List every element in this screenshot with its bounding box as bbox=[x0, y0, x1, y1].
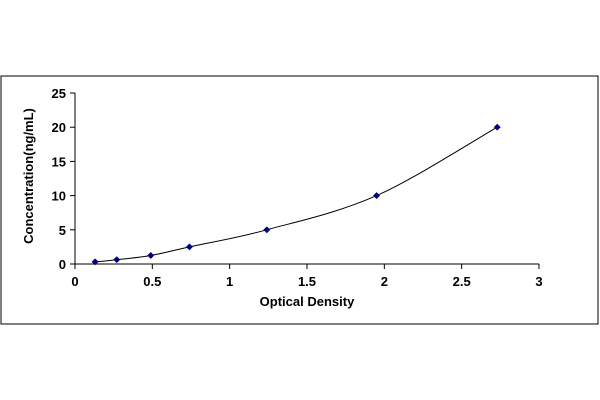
x-tick-label-1: 0.5 bbox=[143, 274, 161, 289]
y-tick-label-4: 20 bbox=[52, 120, 66, 135]
x-tick-label-5: 2.5 bbox=[453, 274, 471, 289]
data-point-0 bbox=[91, 258, 99, 266]
y-tick-label-5: 25 bbox=[52, 86, 66, 101]
y-tick-label-1: 5 bbox=[59, 223, 66, 238]
x-tick-label-0: 0 bbox=[71, 274, 78, 289]
y-axis-ticks: 0 5 10 15 20 25 bbox=[52, 86, 75, 272]
data-point-6 bbox=[493, 123, 501, 131]
x-tick-label-4: 2 bbox=[381, 274, 388, 289]
x-axis-title: Optical Density bbox=[260, 294, 355, 309]
data-point-2 bbox=[147, 251, 155, 260]
chart-frame bbox=[0, 75, 599, 325]
x-axis-ticks: 0 0.5 1 1.5 2 2.5 3 bbox=[71, 264, 543, 289]
y-tick-label-3: 15 bbox=[52, 154, 66, 169]
plot-area: 0 5 10 15 20 25 0 0.5 1 1.5 2 2.5 3 bbox=[52, 86, 543, 289]
data-point-5 bbox=[373, 192, 381, 200]
x-tick-label-3: 1.5 bbox=[298, 274, 316, 289]
data-point-1 bbox=[113, 256, 121, 264]
data-markers bbox=[91, 123, 501, 266]
data-point-4 bbox=[263, 226, 271, 234]
y-tick-label-0: 0 bbox=[59, 257, 66, 272]
data-point-3 bbox=[185, 243, 194, 251]
x-tick-label-2: 1 bbox=[226, 274, 233, 289]
y-tick-label-2: 10 bbox=[52, 189, 66, 204]
x-tick-label-6: 3 bbox=[535, 274, 542, 289]
y-axis-title: Concentration(ng/mL) bbox=[21, 108, 36, 244]
